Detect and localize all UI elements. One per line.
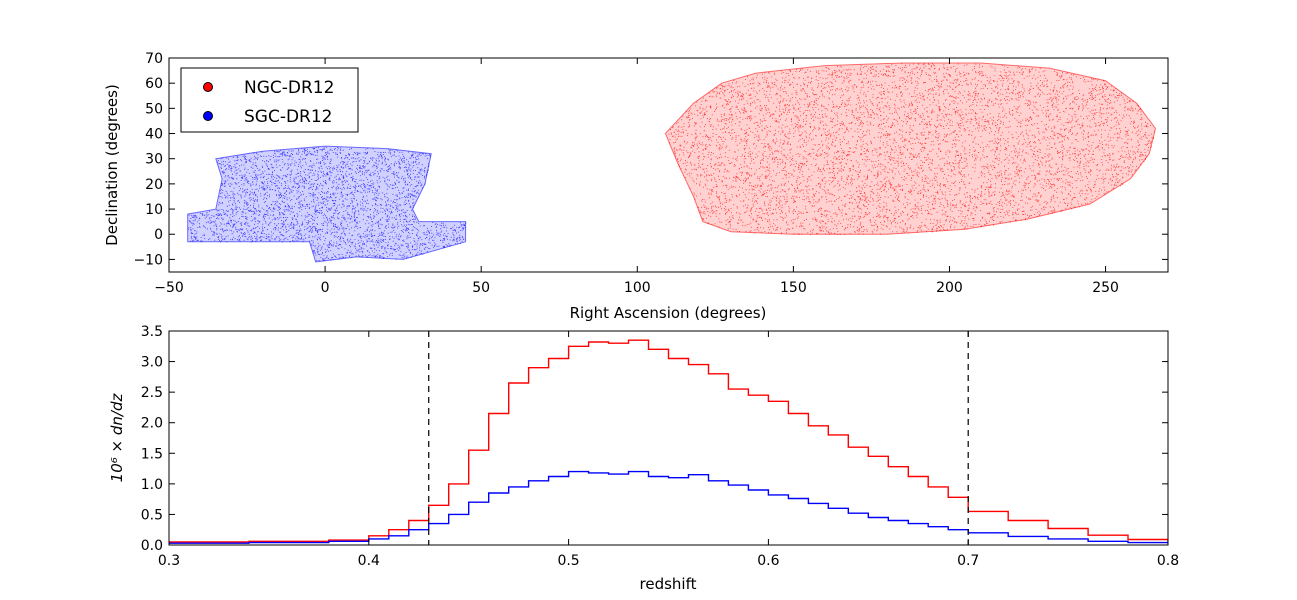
legend: NGC-DR12 SGC-DR12 <box>180 67 359 133</box>
redshift-x-tick-label: 0.8 <box>1157 553 1179 569</box>
redshift-plot-frame <box>168 330 1169 546</box>
redshift-x-tick-label: 0.4 <box>358 553 380 569</box>
legend-label-ngc: NGC-DR12 <box>244 78 334 98</box>
sky-y-tick-label: 20 <box>145 177 163 193</box>
redshift-line-marks <box>169 331 1168 545</box>
sky-x-tick-label: 0 <box>321 280 330 296</box>
redshift-x-ticks: 0.3 0.4 0.5 0.6 0.7 0.8 <box>158 331 1179 569</box>
sky-y-ticks: −10 0 10 20 30 40 50 60 70 <box>133 51 1168 268</box>
redshift-distribution-panel: 0.3 0.4 0.5 0.6 0.7 0.8 0.0 0.5 1.0 1.5 2.0 2.5 3.0… <box>108 324 1179 593</box>
redshift-x-tick-label: 0.6 <box>757 553 779 569</box>
sky-series-ngc-dr12 <box>664 62 1157 236</box>
sky-x-tick-label: 150 <box>780 280 807 296</box>
sky-x-tick-label: 200 <box>936 280 963 296</box>
redshift-x-axis-label: redshift <box>640 575 697 593</box>
legend-marker-ngc <box>203 82 213 92</box>
redshift-y-tick-label: 0.0 <box>141 538 163 554</box>
sky-plot-frame <box>168 57 1169 273</box>
redshift-y-tick-label: 0.5 <box>141 507 163 523</box>
sky-y-tick-label: 70 <box>145 51 163 67</box>
sky-x-axis-label: Right Ascension (degrees) <box>570 304 767 322</box>
sky-y-axis-label: Declination (degrees) <box>103 84 121 246</box>
sky-x-tick-label: 100 <box>624 280 651 296</box>
legend-marker-sgc <box>203 111 213 121</box>
sky-y-tick-label: 50 <box>145 101 163 117</box>
redshift-y-axis-label: 10⁶ × dn/dz <box>108 393 126 483</box>
redshift-x-tick-label: 0.3 <box>158 553 180 569</box>
sky-footprint-panel: −50 0 50 100 150 200 250 −10 0 10 20 30 40 50 60 70 Ri… <box>103 51 1169 322</box>
sky-y-tick-label: 10 <box>145 202 163 218</box>
sky-footprint-ngc-dr12 <box>664 62 1157 235</box>
sky-x-tick-label: 50 <box>472 280 490 296</box>
redshift-y-tick-label: 2.0 <box>141 416 163 432</box>
sky-x-ticks: −50 0 50 100 150 200 250 <box>154 58 1119 296</box>
sky-y-tick-label: 0 <box>154 227 163 243</box>
redshift-y-tick-label: 1.5 <box>141 446 163 462</box>
sky-points-sgc-dr12 <box>187 146 467 262</box>
sky-x-tick-label: 250 <box>1092 280 1119 296</box>
redshift-x-tick-label: 0.5 <box>557 553 579 569</box>
redshift-x-tick-label: 0.7 <box>957 553 979 569</box>
redshift-y-tick-label: 3.5 <box>141 324 163 340</box>
sky-footprint-sgc-dr12 <box>187 145 467 263</box>
legend-label-sgc: SGC-DR12 <box>244 107 333 127</box>
sky-y-tick-label: 60 <box>145 76 163 92</box>
redshift-y-tick-label: 3.0 <box>141 355 163 371</box>
legend-box <box>180 67 359 133</box>
sky-y-tick-label: 40 <box>145 127 163 143</box>
redshift-y-tick-label: 2.5 <box>141 385 163 401</box>
sky-series-sgc-dr12 <box>187 145 467 263</box>
redshift-y-tick-label: 1.0 <box>141 477 163 493</box>
sky-scatter-marks <box>187 62 1157 263</box>
redshift-y-ticks: 0.0 0.5 1.0 1.5 2.0 2.5 3.0 3.5 <box>141 324 1168 554</box>
sky-x-tick-label: −50 <box>154 280 184 296</box>
sky-y-tick-label: −10 <box>133 252 163 268</box>
redshift-plot-area <box>169 331 1168 545</box>
sky-y-tick-label: 30 <box>145 152 163 168</box>
